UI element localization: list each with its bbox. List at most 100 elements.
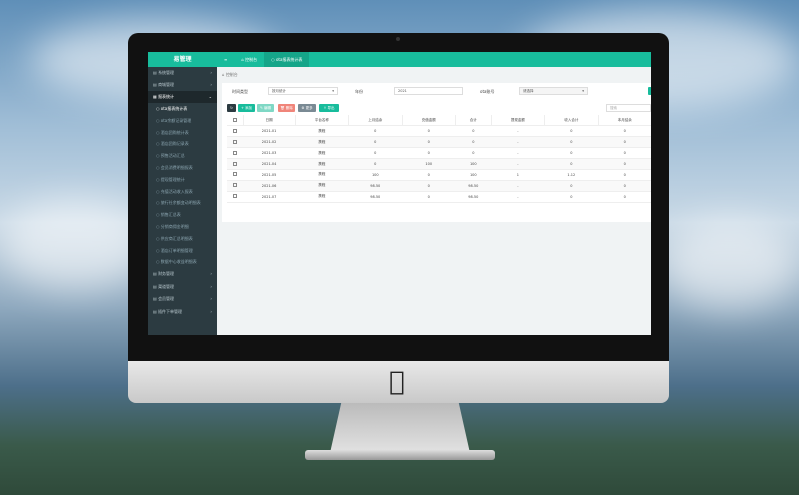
tab-label: ota报表统计表 xyxy=(275,57,303,62)
chevron-down-icon: ⌄ xyxy=(208,94,212,99)
table-row[interactable]: 2021-03 携程 0 0 0-0 0 xyxy=(227,147,651,160)
sidebar: 易管理 ▤ 系统管理 › ▤ 商城管理 › ▦ 报表统计 ⌄ ○ ota报表统计表 ○ … xyxy=(148,52,217,335)
sidebar-subitem[interactable]: ○ 旅行社余额变动明细表 xyxy=(148,197,217,209)
sidebar-item-label: 插件下单管理 xyxy=(158,308,183,314)
more-button[interactable]: ⚙ 更多 xyxy=(298,104,316,112)
column-header[interactable]: 合计 xyxy=(455,115,492,127)
table-row[interactable]: 2021-06 携程 98.50 0 98.50-0 0 xyxy=(227,180,651,192)
sidebar-item[interactable]: ▤ 会员管理 › xyxy=(148,293,217,306)
sidebar-subitem[interactable]: ○ 充值活动收入报表 xyxy=(148,186,217,198)
sidebar-more: ▤ 财务管理 › ▤ 渠道管理 › ▤ 会员管理 › ▤ 插件下单管理 › xyxy=(148,268,217,318)
add-button[interactable]: + 添加 xyxy=(238,104,255,112)
table-cell: 100 xyxy=(455,158,492,170)
table-cell: - xyxy=(491,191,545,203)
table-cell: 100 xyxy=(402,158,456,170)
sidebar-subitem[interactable]: ○ 数据中心收益明细表 xyxy=(148,256,217,268)
row-checkbox[interactable] xyxy=(227,169,244,181)
table-row[interactable]: 2021-07 携程 98.50 0 98.50-0 0 xyxy=(227,191,651,203)
menu-icon: ▤ xyxy=(153,283,157,289)
sidebar-subitem[interactable]: ○ 酒店团购记录表 xyxy=(148,138,217,150)
table-cell: 0 xyxy=(544,125,599,138)
table-row[interactable]: 2021-02 携程 0 0 0-0 0 xyxy=(227,136,651,149)
sidebar-subitem[interactable]: ○ 会员消费明细报表 xyxy=(148,162,217,174)
sidebar-subitem[interactable]: ○ 酒店订单明细管理 xyxy=(148,245,217,257)
table-row[interactable]: 2021-05 携程 100 0 100 1 1.12 0 xyxy=(227,169,651,181)
column-header[interactable]: 本月结余 xyxy=(598,115,651,127)
refresh-icon: ↻ xyxy=(230,106,233,110)
table-cell: 携程 xyxy=(295,136,349,149)
year-label: 年份 xyxy=(355,89,363,94)
sidebar-subitem[interactable]: ○ 销售汇总表 xyxy=(148,209,217,221)
row-checkbox[interactable] xyxy=(227,136,244,149)
table-row[interactable]: 2021-04 携程 0 100 100-0 0 xyxy=(227,158,651,170)
table-cell: - xyxy=(491,158,545,170)
sidebar-item[interactable]: ▤ 插件下单管理 › xyxy=(148,306,217,319)
sidebar-subitem[interactable]: ○ 分销商佣金明细 xyxy=(148,221,217,233)
sidebar-subitem[interactable]: ○ ota余额记录管理 xyxy=(148,115,217,127)
column-header[interactable]: 充值金额 xyxy=(402,115,456,127)
menu-toggle-button[interactable]: ≡ xyxy=(224,57,228,62)
column-header[interactable]: 平台名称 xyxy=(295,115,350,127)
sidebar-item-label: 系统管理 xyxy=(158,70,175,75)
column-header[interactable]: 收入合计 xyxy=(544,115,599,127)
table-cell: 0 xyxy=(348,136,402,149)
sidebar-subitem[interactable]: ○ 供应商汇总明细表 xyxy=(148,233,217,245)
table-cell: 0 xyxy=(402,169,456,181)
sidebar-item-label: 供应商汇总明细表 xyxy=(160,235,193,241)
delete-button[interactable]: 🗑 删除 xyxy=(278,104,295,112)
sidebar-item-label: 提现管理统计 xyxy=(160,176,185,182)
sidebar-item[interactable]: ▤ 财务管理 › xyxy=(148,268,217,281)
table-cell: 0 xyxy=(544,191,599,203)
table-cell: 98.50 xyxy=(455,191,492,203)
search-input[interactable]: 搜索 xyxy=(606,104,651,112)
table-cell: 0 xyxy=(455,136,492,149)
column-header[interactable]: 日期 xyxy=(243,115,296,127)
export-button[interactable]: ⇪ 导出 xyxy=(319,104,339,112)
breadcrumb[interactable]: ⌂ 控制台 xyxy=(222,72,238,77)
sidebar-item-label: 报表统计 xyxy=(158,94,175,99)
tab-ota-report[interactable]: ○ ota报表统计表 xyxy=(264,52,310,67)
sidebar-subitem[interactable]: ○ 提现管理统计 xyxy=(148,174,217,186)
sidebar-subitem[interactable]: ○ ota报表统计表 xyxy=(148,103,217,115)
time-type-select[interactable]: 按月统计 ▾ xyxy=(268,87,338,95)
sidebar-item-system[interactable]: ▤ 系统管理 › xyxy=(148,67,217,79)
circle-icon: ○ xyxy=(156,235,160,241)
edit-button[interactable]: ✎ 编辑 xyxy=(257,104,274,112)
table-cell: 1 xyxy=(491,169,545,181)
table-cell: - xyxy=(491,147,545,160)
row-checkbox[interactable] xyxy=(227,125,244,138)
circle-icon: ○ xyxy=(156,117,160,123)
refresh-button[interactable]: ↻ xyxy=(227,104,236,112)
menu-icon: ▤ xyxy=(153,308,157,314)
row-checkbox[interactable] xyxy=(227,147,244,160)
submit-button[interactable] xyxy=(648,87,651,95)
table-cell: 0 xyxy=(544,147,599,160)
time-type-label: 时间类型 xyxy=(232,89,248,94)
account-select[interactable]: 请选择 ▾ xyxy=(519,87,588,95)
table-row[interactable]: 2021-01 携程 0 0 0-0 0 xyxy=(227,125,651,138)
sidebar-subitem[interactable]: ○ 酒店团购统计表 xyxy=(148,127,217,139)
tab-dashboard[interactable]: ⌂ 控制台 xyxy=(241,57,258,62)
circle-icon: ○ xyxy=(156,176,160,182)
sidebar-subitem[interactable]: ○ 预售活动汇总 xyxy=(148,150,217,162)
sidebar-item-label: 商城管理 xyxy=(158,82,175,87)
row-checkbox[interactable] xyxy=(227,180,244,192)
sidebar-item-mall[interactable]: ▤ 商城管理 › xyxy=(148,79,217,91)
row-checkbox[interactable] xyxy=(227,158,244,170)
table-cell: 携程 xyxy=(295,191,349,203)
table-cell: 0 xyxy=(402,147,456,160)
sidebar-item-label: 酒店团购记录表 xyxy=(160,141,189,147)
circle-icon: ○ xyxy=(156,106,160,111)
caret-down-icon: ▾ xyxy=(332,89,334,93)
sidebar-item-reports[interactable]: ▦ 报表统计 ⌄ xyxy=(148,91,217,103)
table-cell: 0 xyxy=(544,136,599,149)
column-header[interactable]: 上月结余 xyxy=(348,115,403,127)
breadcrumb-label: 控制台 xyxy=(225,72,238,77)
year-input[interactable]: 2021 xyxy=(394,87,463,95)
tab-label: 控制台 xyxy=(245,57,258,62)
column-header[interactable]: 提现金额 xyxy=(491,115,546,127)
row-checkbox[interactable] xyxy=(227,191,244,203)
content-panel: 时间类型 按月统计 ▾ 年份 2021 ota账号 请选择 ▾ ↻ + 添加 ✎ 编… xyxy=(222,83,651,222)
select-all-checkbox[interactable] xyxy=(227,115,244,127)
sidebar-item[interactable]: ▤ 渠道管理 › xyxy=(148,281,217,294)
